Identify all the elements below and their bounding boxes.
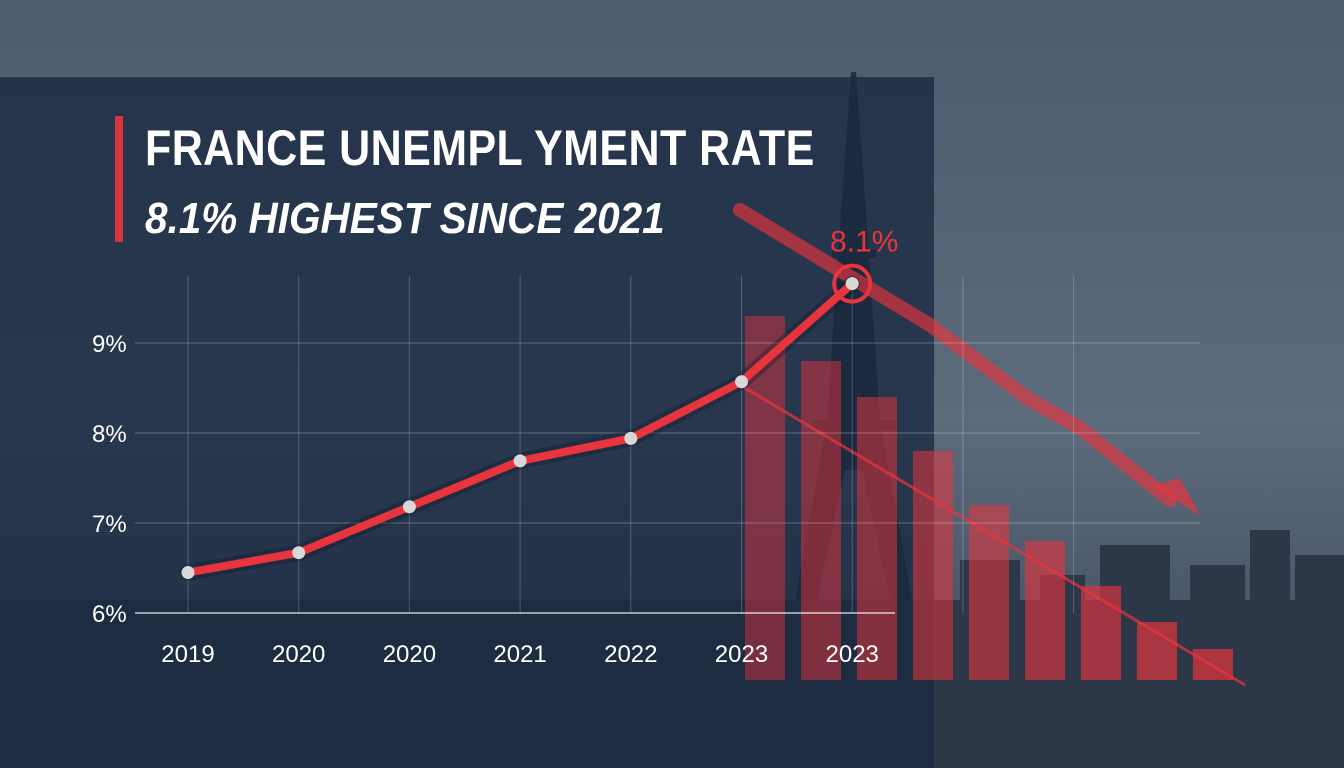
decorative-down-arrow xyxy=(733,203,1246,687)
x-tick-label: 2021 xyxy=(493,641,546,668)
data-point xyxy=(735,375,748,389)
y-tick-label: 8% xyxy=(92,421,127,448)
x-tick-label: 2020 xyxy=(272,641,325,668)
trend-diagonal-line xyxy=(739,383,1246,687)
trend-arrow-shaft xyxy=(733,203,1177,507)
chart-title: FRANCE UNEMPL YMENT RATE xyxy=(145,120,815,176)
y-axis: 9% 8% 7% 6% xyxy=(92,331,127,628)
x-tick-label: 2023 xyxy=(826,641,879,668)
annotation-layer: 8.1% xyxy=(830,226,898,304)
decorative-bar xyxy=(913,451,953,680)
title-accent-bar xyxy=(115,116,123,242)
decorative-bar xyxy=(801,361,841,680)
decorative-bar xyxy=(1137,622,1177,680)
peak-highlight-ring xyxy=(832,263,873,304)
x-tick-label: 2019 xyxy=(161,641,214,668)
data-point xyxy=(513,454,527,468)
series-layer xyxy=(180,275,861,581)
peak-value-label: 8.1% xyxy=(830,226,898,259)
decorative-bar xyxy=(1025,541,1065,680)
x-axis: 2019 2020 2020 2021 2022 2023 2023 xyxy=(161,641,879,668)
x-tick-label: 2022 xyxy=(604,641,657,668)
chart-subtitle: 8.1% HIGHEST SINCE 2021 xyxy=(145,194,665,243)
x-tick-label: 2023 xyxy=(715,641,768,668)
data-point xyxy=(292,546,306,560)
data-point xyxy=(845,277,859,291)
decorative-bar xyxy=(1081,586,1121,680)
data-point xyxy=(624,431,638,445)
y-tick-label: 9% xyxy=(92,331,127,358)
data-point xyxy=(402,500,416,514)
y-tick-label: 6% xyxy=(92,601,127,628)
trend-arrow-head xyxy=(1152,478,1200,515)
decorative-bar xyxy=(857,397,897,680)
chart-panel xyxy=(0,77,934,768)
chart-grid xyxy=(135,276,1200,614)
data-point xyxy=(181,566,195,579)
x-tick-label: 2020 xyxy=(383,641,436,668)
y-tick-label: 7% xyxy=(92,511,127,538)
